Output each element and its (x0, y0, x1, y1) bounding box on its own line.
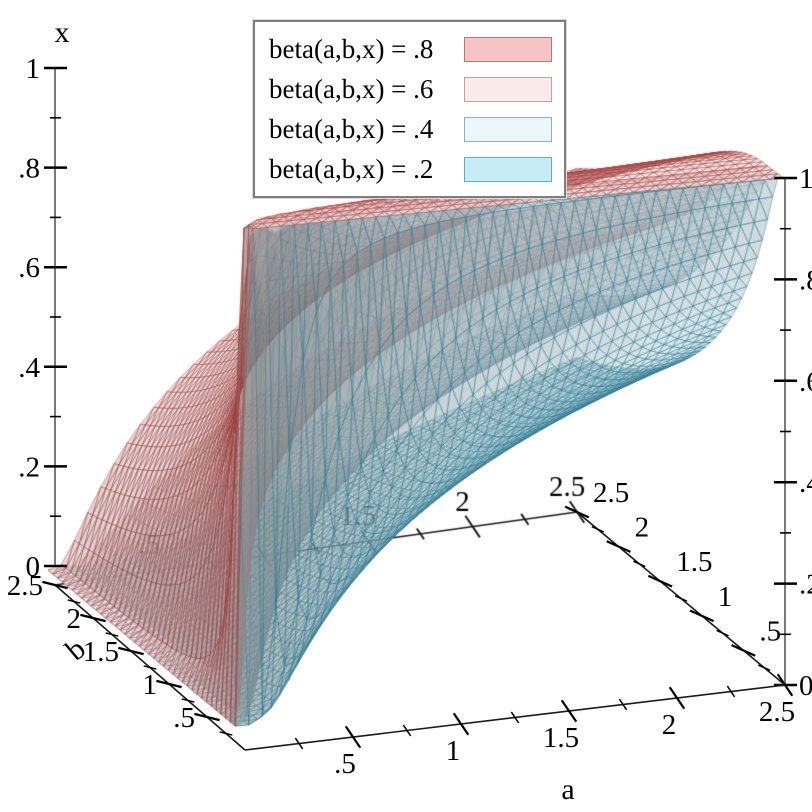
legend-swatch-p8 (464, 36, 552, 62)
legend-label: beta(a,b,x) = .4 (269, 113, 434, 144)
legend-row: beta(a,b,x) = .2 (269, 150, 552, 188)
a-axis-title: a (561, 773, 575, 806)
legend-row: beta(a,b,x) = .4 (269, 110, 552, 148)
x-axis-title: x (54, 16, 70, 49)
legend-label: beta(a,b,x) = .8 (269, 33, 434, 64)
legend-label: beta(a,b,x) = .2 (269, 153, 434, 184)
legend-row: beta(a,b,x) = .8 (269, 30, 552, 68)
legend-row: beta(a,b,x) = .6 (269, 70, 552, 108)
legend: beta(a,b,x) = .8 beta(a,b,x) = .6 beta(a… (253, 20, 566, 198)
legend-swatch-p4 (464, 116, 552, 142)
legend-label: beta(a,b,x) = .6 (269, 73, 434, 104)
legend-swatch-p6 (464, 76, 552, 102)
legend-swatch-p2 (464, 156, 552, 182)
